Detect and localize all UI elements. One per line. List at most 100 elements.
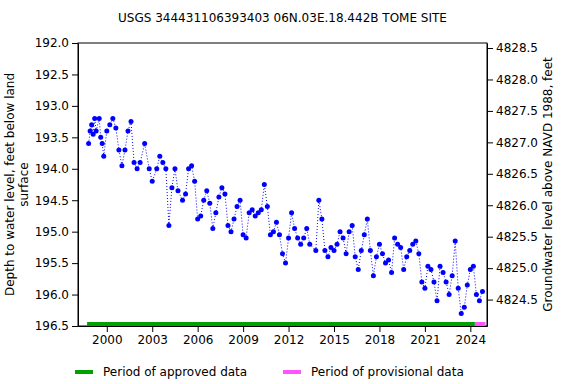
tick: 2021 [410,326,441,347]
data-point [104,129,109,134]
data-point [100,141,105,146]
y-axis-title: Depth to water level, feet below land [3,73,17,296]
data-point [94,129,99,134]
tick-mark [198,326,199,332]
data-point [377,242,382,247]
data-point [110,116,115,121]
data-point [92,116,97,121]
x-axis-line [79,326,488,327]
data-point [262,182,267,187]
data-point [325,254,330,259]
tick-mark [243,326,244,332]
tick-label: 2003 [137,333,168,347]
data-point [307,242,312,247]
data-layer [86,116,485,324]
tick: 192.5 [35,68,78,82]
tick-mark [72,137,78,138]
data-point [359,248,364,253]
tick-label: 2009 [228,333,259,347]
tick-label: 4828.0 [496,73,538,87]
legend: Period of approved dataPeriod of provisi… [75,365,464,379]
data-point [175,188,180,193]
tick-label: 2012 [274,333,305,347]
data-point [292,226,297,231]
data-point [189,163,194,168]
data-point [213,210,218,215]
data-point [313,248,318,253]
data-point [222,191,227,196]
data-point [428,267,433,272]
tick-label: 193.5 [35,131,69,145]
data-point [386,257,391,262]
y2-axis-line [487,44,488,327]
data-point [119,163,124,168]
tick: 4826.5 [487,167,538,181]
data-point [465,283,470,288]
data-point [422,286,427,291]
data-point [392,235,397,240]
data-point [172,166,177,171]
data-point [204,188,209,193]
data-point [180,198,185,203]
tick-label: 195.5 [35,256,69,270]
data-point [216,195,221,200]
tick: 2003 [137,326,168,347]
tick-label: 4825.0 [496,261,538,275]
data-point [150,179,155,184]
tick-label: 193.0 [35,99,69,113]
tick: 2015 [319,326,350,347]
data-point [480,289,485,294]
tick-label: 2021 [410,333,441,347]
data-point [219,185,224,190]
data-point [142,141,147,146]
tick: 193.0 [35,99,78,113]
tick-label: 192.0 [35,36,69,50]
x-axis: 200020032006200920122015201820212024 [79,326,488,347]
plot-frame [78,43,487,326]
tick-mark [152,326,153,332]
period-bar [475,322,486,326]
tick-mark [72,295,78,296]
data-point [435,298,440,303]
tick-label: 194.5 [35,194,69,208]
y-axis: 192.0192.5193.0193.5194.0194.5195.0195.5… [35,36,79,333]
data-point [419,279,424,284]
data-point [338,229,343,234]
tick: 4827.5 [487,104,538,118]
data-point [474,292,479,297]
data-point [459,311,464,316]
data-point [365,217,370,222]
tick-label: 4827.0 [496,136,538,150]
tick: 2012 [274,326,305,347]
data-point [138,160,143,165]
data-point [295,235,300,240]
data-point [259,207,264,212]
data-point [98,135,103,140]
tick-label: 4826.0 [496,199,538,213]
data-point [353,254,358,259]
data-point [250,207,255,212]
data-point [232,217,237,222]
data-point [160,160,165,165]
data-point [157,154,162,159]
tick-mark [72,232,78,233]
tick-mark [487,268,493,269]
tick: 196.0 [35,288,78,302]
data-point [169,185,174,190]
data-point [304,226,309,231]
data-point [89,122,94,127]
data-point [350,223,355,228]
data-point [147,166,152,171]
y2-axis-title: Groundwater level above NAVD 1988, feet [541,57,555,312]
tick-mark [487,205,493,206]
data-point [235,204,240,209]
tick-label: 2024 [456,333,487,347]
data-point [225,223,230,228]
data-point [453,239,458,244]
tick: 4827.0 [487,136,538,150]
data-point [447,292,452,297]
data-point [298,242,303,247]
tick: 4825.0 [487,261,538,275]
data-point [210,226,215,231]
tick-mark [487,142,493,143]
